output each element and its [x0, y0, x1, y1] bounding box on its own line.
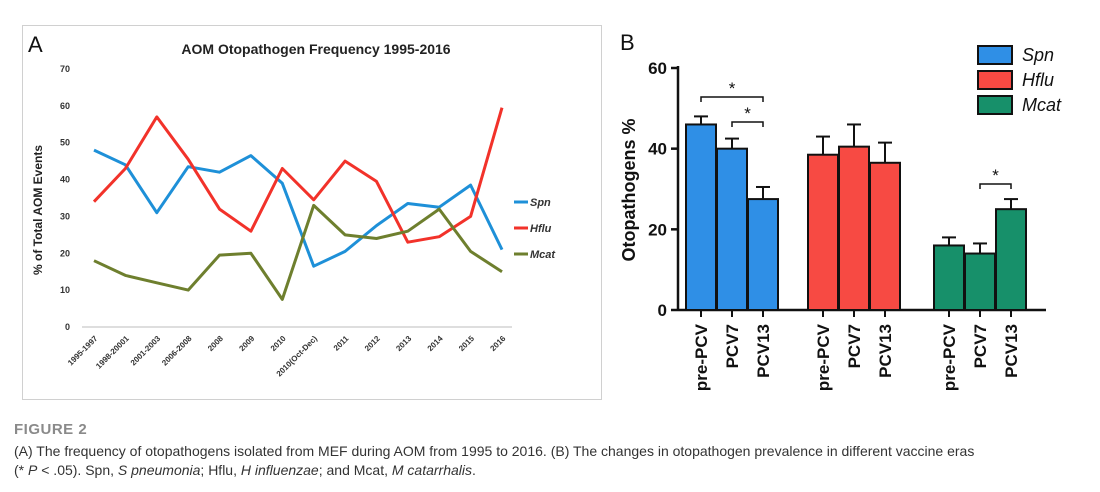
panel-b-y-ticks: 0 20 40 60	[648, 59, 678, 320]
panel-a-x-tick-label: 1998-20001	[94, 334, 131, 371]
panel-a-x-tick-label: 2006-2008	[160, 334, 194, 368]
panel-b-x-tick-label: PCV7	[971, 324, 990, 368]
panel-b-y-tick-label: 0	[658, 301, 667, 320]
panel-a-line-chart: A AOM Otopathogen Frequency 1995-2016 % …	[28, 32, 556, 378]
panel-a-y-tick-label: 0	[65, 322, 70, 332]
panel-a-series-line-mcat	[93, 203, 503, 301]
panel-b-significance-bracket	[979, 183, 1012, 189]
panel-a-x-tick-label: 2013	[394, 334, 413, 353]
panel-b-error-bars	[694, 115, 1018, 254]
panel-b-bar-chart: B Otopathogens % 0 20 40 60 * * * pre-PCV PCV7…	[619, 30, 1062, 391]
panel-b-bar-spn	[747, 198, 779, 311]
panel-a-frame	[22, 25, 602, 400]
panel-b-x-tick-label: PCV13	[754, 324, 773, 378]
panel-a-x-tick-label: 2001-2003	[129, 334, 163, 368]
panel-a-legend: Spn Hflu Mcat	[514, 197, 556, 261]
panel-a-y-ticks: 0 10 20 30 40 50 60 70	[60, 64, 70, 332]
panel-a-series-lines	[92, 107, 504, 301]
panel-b-y-tick-label: 20	[648, 220, 667, 239]
panel-a-y-tick-label: 20	[60, 248, 70, 258]
panel-a-x-tick-label: 2010	[269, 334, 288, 353]
panel-b-y-tick-label: 40	[648, 140, 667, 159]
caption-p-value: < .05). Spn,	[37, 462, 118, 478]
panel-a-x-tick-label: 2008	[206, 334, 225, 353]
panel-b-legend-swatch	[977, 45, 1013, 65]
figure-caption: (A) The frequency of otopathogens isolat…	[14, 442, 1089, 480]
panel-b-bar-mcat	[964, 252, 996, 312]
caption-p-open: (*	[14, 462, 28, 478]
panel-b-bar-mcat	[933, 244, 965, 311]
caption-hflu-name: H influenzae	[240, 462, 319, 478]
panel-a-ylabel: % of Total AOM Events	[31, 145, 45, 275]
panel-b-legend-label: Mcat	[1022, 95, 1062, 115]
panel-a-x-tick-label: 2011	[332, 334, 351, 353]
panel-a-y-tick-label: 30	[60, 211, 70, 221]
caption-mcat-name: M catarrhalis	[391, 462, 473, 478]
panel-b-x-tick-label: pre-PCV	[692, 323, 711, 391]
figure-caption-title: FIGURE 2	[14, 421, 88, 438]
panel-b-bar-spn	[716, 147, 748, 311]
panel-a-title: AOM Otopathogen Frequency 1995-2016	[181, 41, 450, 57]
panel-a-series-line-hflu	[92, 107, 504, 244]
caption-end: .	[472, 462, 476, 478]
panel-b-y-tick-label: 60	[648, 59, 667, 78]
panel-a-x-tick-label: 2012	[363, 334, 382, 353]
panel-b-x-tick-label: PCV7	[723, 324, 742, 368]
panel-b-ylabel: Otopathogens %	[619, 119, 639, 262]
panel-b-legend-label: Spn	[1022, 45, 1054, 65]
panel-a-x-tick-label: 2016	[488, 334, 507, 353]
panel-b-significance-star: *	[992, 166, 999, 185]
panel-b-x-tick-label: pre-PCV	[814, 323, 833, 391]
panel-b-significance-bracket	[700, 96, 764, 102]
panel-b-x-tick-label: PCV7	[845, 324, 864, 368]
caption-line-1: (A) The frequency of otopathogens isolat…	[14, 443, 975, 459]
panel-b-x-ticks: pre-PCV PCV7 PCV13 pre-PCV PCV7 PCV13 pre-PCV P…	[692, 310, 1021, 391]
panel-a-x-tick-label: 2015	[457, 334, 476, 353]
panel-b-bar-hflu	[869, 161, 901, 311]
panel-a-series-line-spn	[93, 148, 504, 268]
panel-a-label: A	[28, 32, 43, 57]
panel-b-legend-swatch	[977, 95, 1013, 115]
panel-a-y-tick-label: 40	[60, 175, 70, 185]
panel-b-bar-hflu	[807, 153, 839, 311]
panel-b-significance-star: *	[729, 79, 736, 98]
panel-a-y-tick-label: 10	[60, 285, 70, 295]
panel-b-significance-bracket	[731, 121, 764, 127]
panel-a-y-tick-label: 60	[60, 101, 70, 111]
panel-b-legend-swatch	[977, 70, 1013, 90]
caption-p-symbol: P	[28, 462, 38, 478]
panel-b-label: B	[620, 30, 635, 55]
panel-a-x-tick-label: 2009	[237, 334, 256, 353]
panel-b-bar-spn	[685, 123, 717, 312]
caption-sep-1: ; Hflu,	[200, 462, 241, 478]
panel-a-x-tick-label: 2014	[426, 334, 445, 353]
panel-b-bar-mcat	[995, 208, 1027, 312]
panel-b-legend-label: Hflu	[1022, 70, 1054, 90]
panel-b-x-tick-label: PCV13	[1002, 324, 1021, 378]
panel-b-significance-star: *	[744, 104, 751, 123]
panel-a-legend-label: Spn	[530, 197, 551, 209]
caption-sep-2: ; and Mcat,	[318, 462, 392, 478]
panel-b-x-tick-label: pre-PCV	[940, 323, 959, 391]
panel-a-legend-label: Hflu	[530, 223, 552, 235]
panel-a-legend-label: Mcat	[530, 249, 556, 261]
panel-b-legend: Spn Hflu Mcat	[977, 45, 1062, 115]
panel-b-significance-brackets: * * *	[700, 79, 1012, 189]
panel-b-x-tick-label: PCV13	[876, 324, 895, 378]
panel-b-bar-hflu	[838, 145, 870, 311]
panel-a-y-tick-label: 50	[60, 138, 70, 148]
panel-b-bars	[685, 123, 1027, 312]
caption-spn-name: S pneumonia	[117, 462, 201, 478]
panel-a-y-tick-label: 70	[60, 64, 70, 74]
